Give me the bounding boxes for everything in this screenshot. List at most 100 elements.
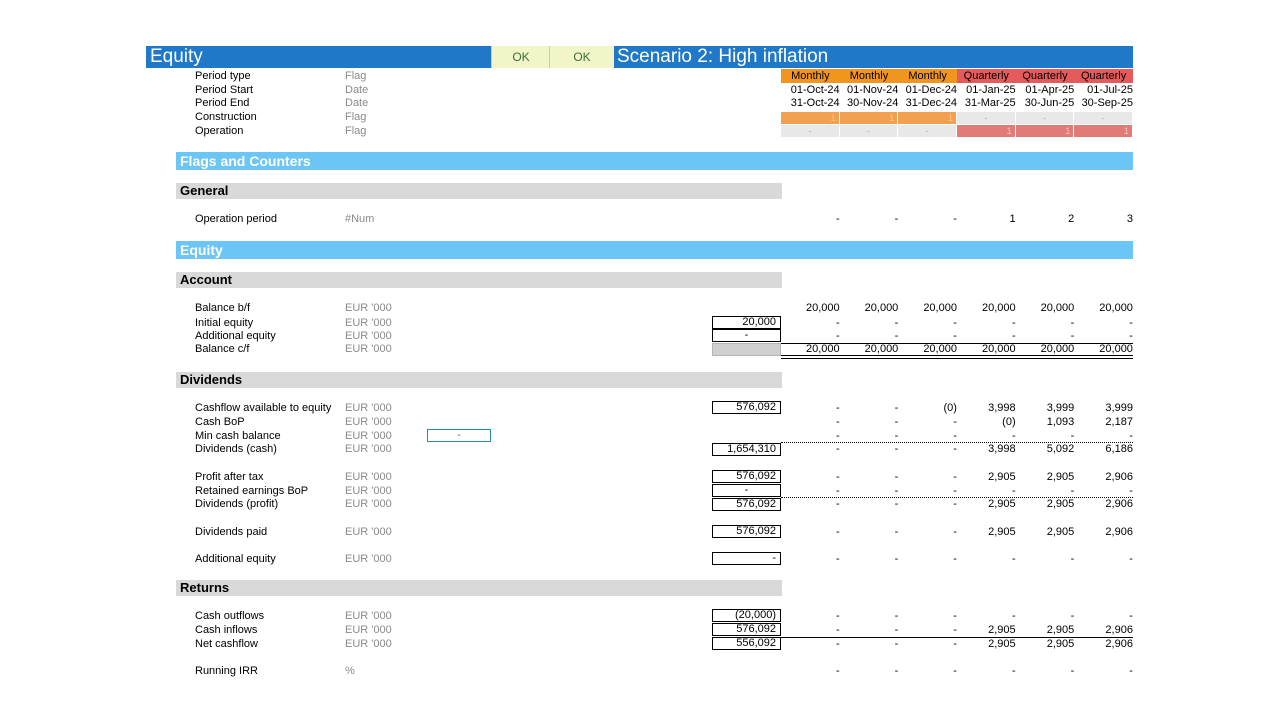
value-cell: - [1070,317,1075,329]
check-ok-1[interactable]: OK [491,46,550,68]
subtotal-line [781,637,1133,638]
construction-flag-cell: - [1074,112,1133,124]
value-cell: - [953,485,957,497]
value-cell: - [1129,610,1133,622]
dividends-paid-total[interactable]: 576,092 [712,525,781,538]
value-cell: 20,000 [923,343,957,355]
value-cell: - [953,526,957,538]
value-cell: - [1011,553,1016,565]
period-end-cell: 31-Mar-25 [964,97,1016,109]
value-cell: - [1011,610,1016,622]
subsection-dividends: Dividends [176,372,782,388]
value-cell: - [1011,317,1016,329]
value-cell: - [835,665,840,677]
additional-equity-row: - - - - - - [781,330,1133,343]
value-cell: - [894,213,899,225]
cash-inflows-total[interactable]: 576,092 [712,623,781,636]
pat-label: Profit after tax [195,471,264,483]
additional-equity-div-total[interactable]: - [712,552,781,565]
value-cell: - [1129,430,1133,442]
additional-equity-total[interactable]: - [712,329,781,342]
dividends-profit-total[interactable]: 576,092 [712,498,781,511]
net-cashflow-row: - - - 2,905 2,905 2,906 [781,638,1133,651]
cash-inflows-unit: EUR '000 [345,624,392,636]
dividends-profit-row: - - - 2,905 2,905 2,906 [781,498,1133,511]
value-cell: - [1129,317,1133,329]
period-end-cell: 31-Oct-24 [790,97,840,109]
period-type-cell: Monthly [781,69,840,83]
value-cell: 20,000 [1040,343,1075,355]
dividends-profit-label: Dividends (profit) [195,498,279,510]
period-start-unit: Date [345,84,369,96]
dividends-paid-row: - - - 2,905 2,905 2,906 [781,526,1133,539]
re-bop-row: - - - - - - [781,485,1133,498]
initial-equity-row: - - - - - - [781,317,1133,330]
period-end-cell: 30-Jun-25 [1024,97,1075,109]
min-cash-input[interactable]: - [427,429,491,442]
re-bop-total[interactable]: - [712,484,781,497]
cash-outflows-label: Cash outflows [195,610,265,622]
value-cell: - [894,665,899,677]
value-cell: - [953,317,957,329]
construction-flag-cell: - [956,112,1016,124]
period-start-label: Period Start [195,84,254,96]
value-cell: - [894,485,899,497]
cash-inflows-label: Cash inflows [195,624,258,636]
min-cash-row: - - - - - - [781,430,1133,443]
period-end-cell: 30-Sep-25 [1081,97,1133,109]
value-cell: - [1070,485,1075,497]
value-cell: - [835,330,840,342]
value-cell: - [953,638,957,650]
net-cashflow-label: Net cashflow [195,638,258,650]
value-cell: 20,000 [864,343,899,355]
cash-outflows-total[interactable]: (20,000) [712,609,781,622]
period-type-cell: Monthly [839,69,899,83]
cash-bop-row: - - - (0) 1,093 2,187 [781,416,1133,429]
cfads-equity-total[interactable]: 576,092 [712,401,781,414]
cash-bop-label: Cash BoP [195,416,245,428]
value-cell: - [953,416,957,428]
subsection-returns: Returns [176,580,782,596]
min-cash-label: Min cash balance [195,430,281,442]
cash-outflows-unit: EUR '000 [345,610,392,622]
check-ok-2[interactable]: OK [549,46,614,68]
cfads-equity-row: - - (0) 3,998 3,999 3,999 [781,402,1133,415]
balance-bf-unit: EUR '000 [345,302,392,314]
operation-flag-cell: - [839,125,899,137]
value-cell: 2,906 [1105,624,1133,636]
value-cell: - [894,498,899,510]
value-cell: - [1070,430,1075,442]
section-flags-counters: Flags and Counters [176,152,1133,170]
initial-equity-label: Initial equity [195,317,254,329]
value-cell: - [835,317,840,329]
running-irr-row: - - - - - - [781,665,1133,678]
additional-equity-div-unit: EUR '000 [345,553,392,565]
period-type-cell: Monthly [898,69,957,83]
value-cell: 2,905 [1046,638,1075,650]
value-cell: 2,906 [1105,498,1133,510]
net-cashflow-unit: EUR '000 [345,638,392,650]
value-cell: 20,000 [981,302,1016,314]
pat-total[interactable]: 576,092 [712,470,781,483]
value-cell: - [953,553,957,565]
value-cell: 2,905 [988,526,1016,538]
value-cell: 2,906 [1105,638,1133,650]
value-cell: - [953,471,957,483]
value-cell: - [953,213,957,225]
value-cell: 3 [1126,213,1133,225]
value-cell: - [894,610,899,622]
dividends-cash-total[interactable]: 1,654,310 [712,443,781,456]
value-cell: - [1129,485,1133,497]
value-cell: - [894,430,899,442]
period-start-cell: 01-Oct-24 [790,84,840,96]
value-cell: 20,000 [806,343,840,355]
value-cell: - [1011,430,1016,442]
initial-equity-total[interactable]: 20,000 [712,316,781,329]
value-cell: 20,000 [981,343,1016,355]
net-cashflow-total[interactable]: 556,092 [712,637,781,650]
value-cell: 5,092 [1046,443,1075,455]
value-cell: - [953,624,957,636]
cfads-equity-label: Cashflow available to equity [195,402,332,414]
construction-flag-cell: 1 [839,112,899,124]
value-cell: 2,906 [1105,471,1133,483]
